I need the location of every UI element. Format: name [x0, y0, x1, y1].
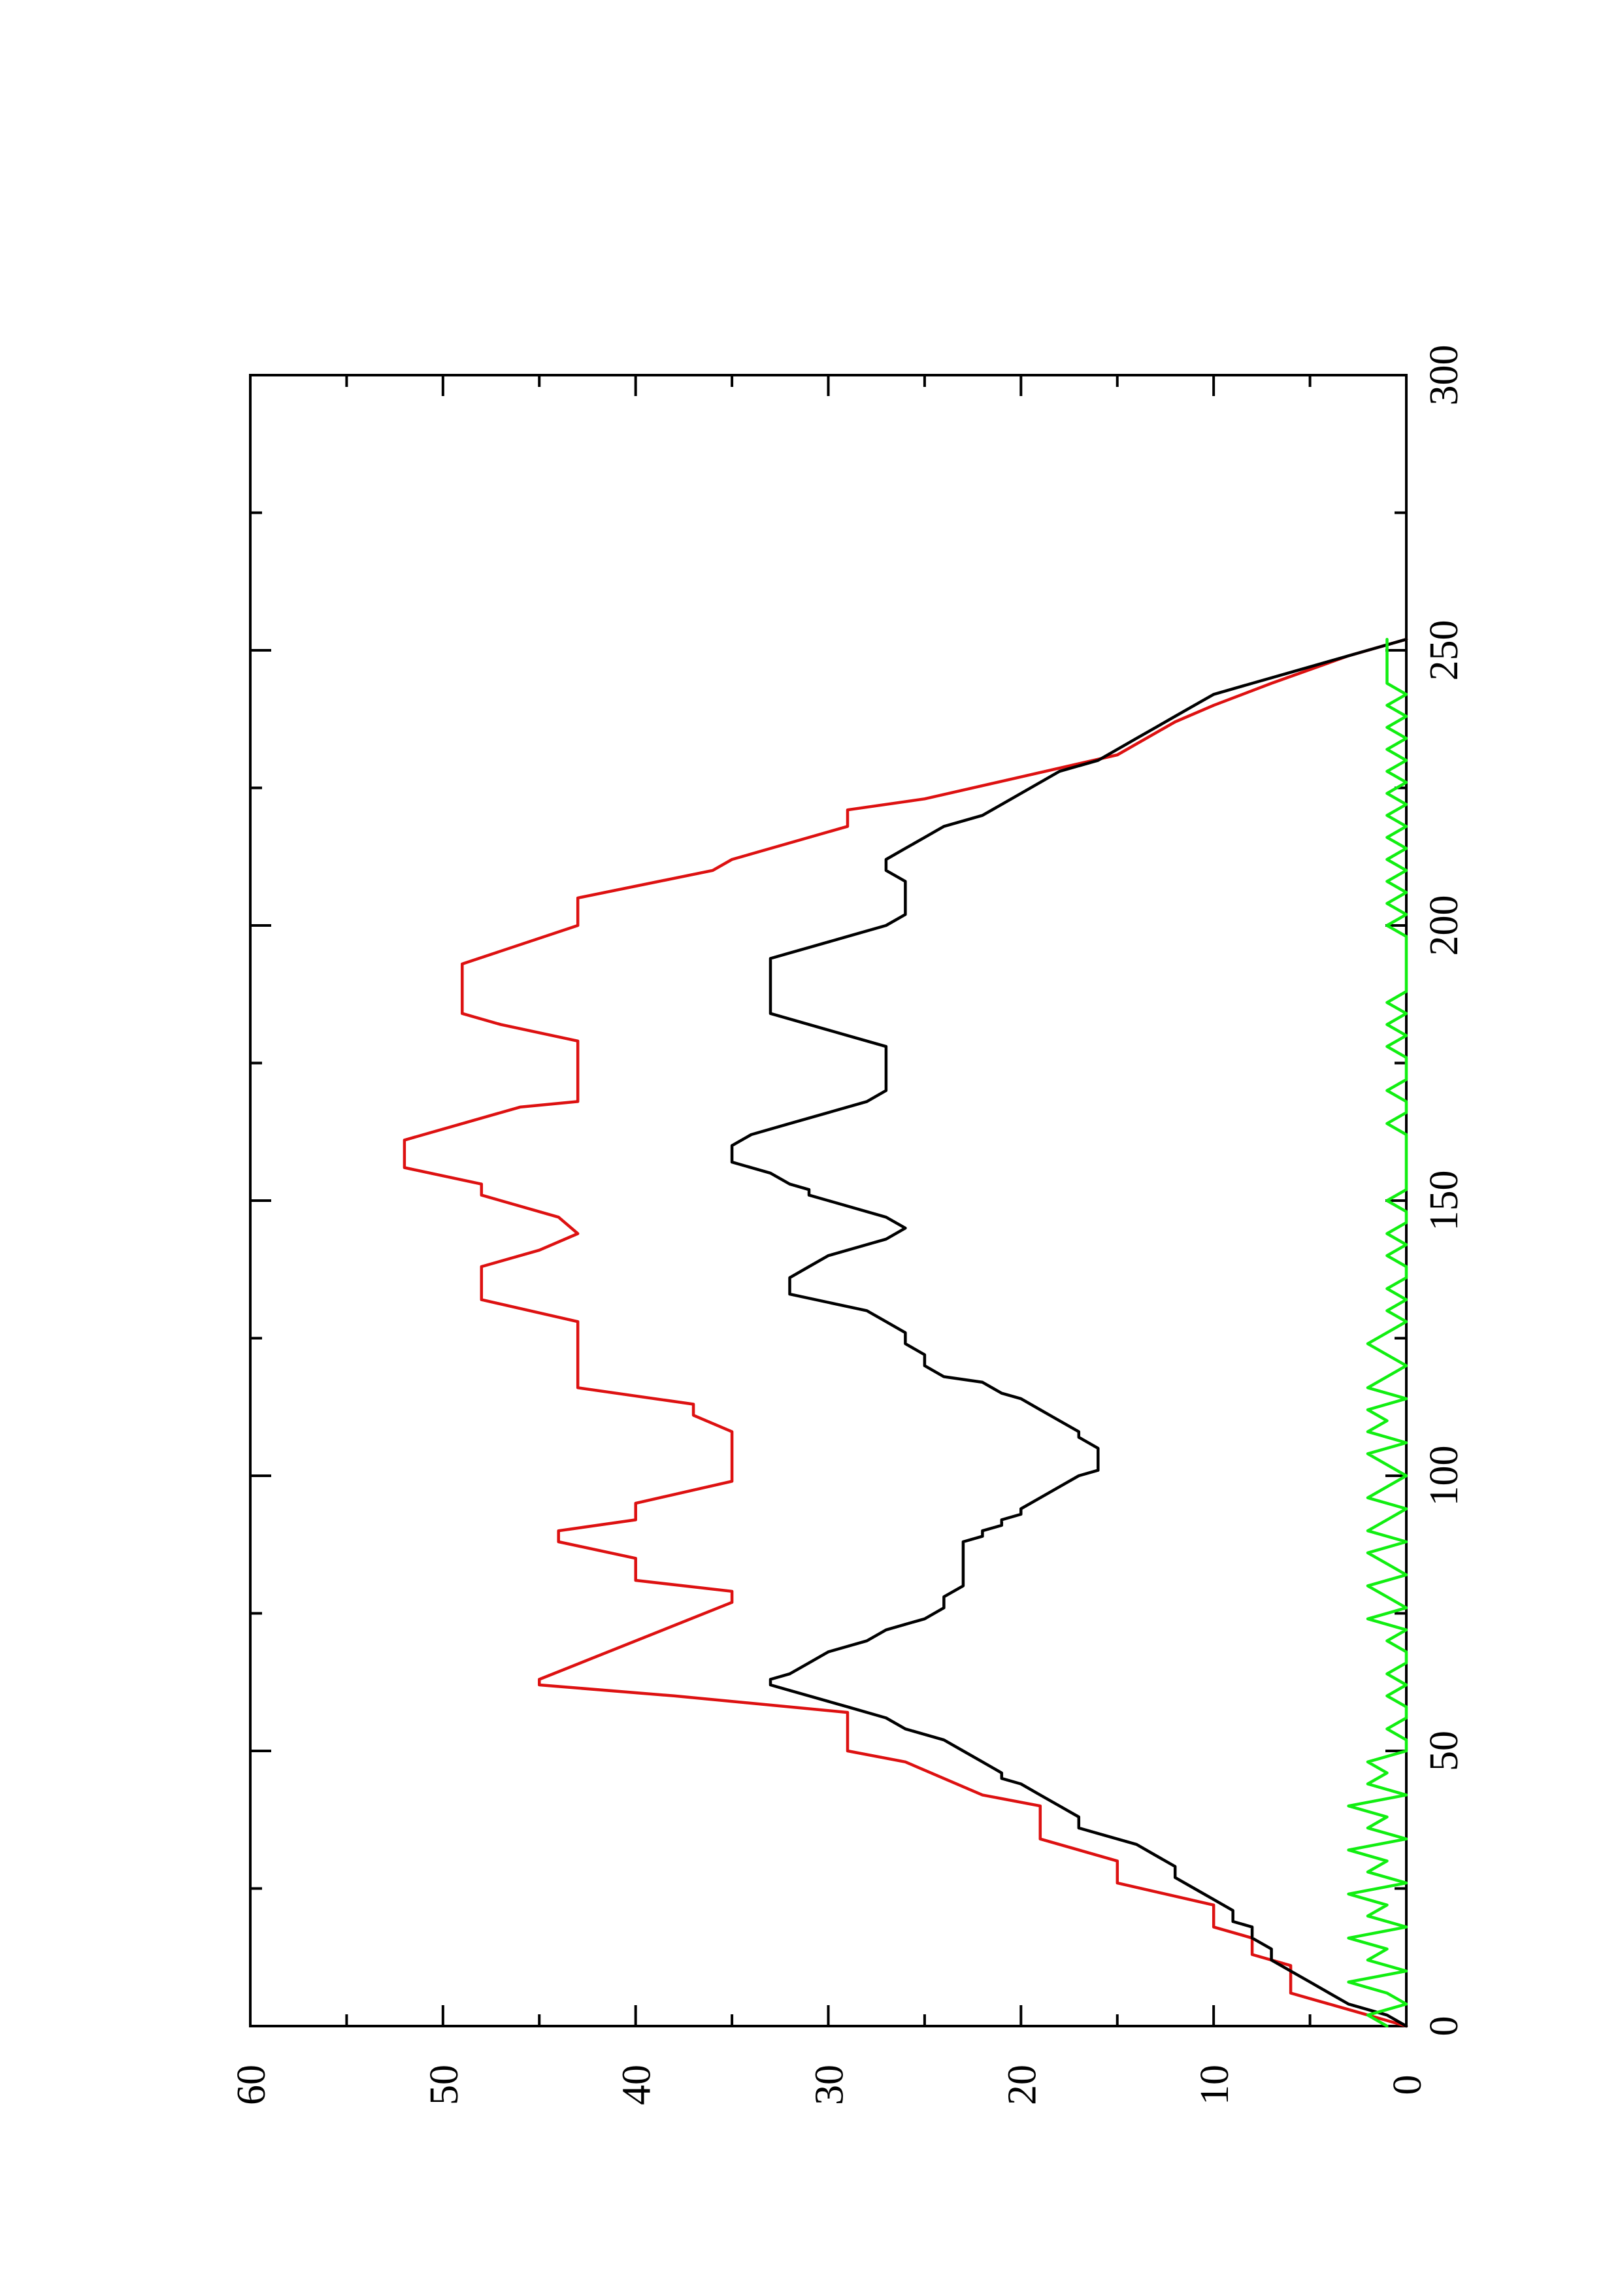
- y-tick-label: 10: [1193, 2065, 1237, 2105]
- y-tick-label: 30: [808, 2065, 852, 2105]
- x-tick-label: 250: [1422, 620, 1466, 681]
- y-tick-label: 20: [1000, 2065, 1044, 2105]
- series-line-2: [730, 637, 1408, 2028]
- y-tick-label: 40: [615, 2065, 659, 2105]
- series-line-1: [403, 637, 1408, 2028]
- plot-area: 0 50 100 150 200 250 300 0 10 20 30 40 50 60: [229, 345, 1466, 2106]
- y-tick-label: 50: [422, 2065, 467, 2105]
- x-tick-label: 200: [1422, 895, 1466, 956]
- series-line-3: [1347, 637, 1408, 2028]
- x-tick-label: 0: [1422, 2016, 1466, 2037]
- x-tick-label: 150: [1422, 1171, 1466, 1231]
- x-tick-label: 300: [1422, 345, 1466, 406]
- y-tick-label: 60: [229, 2065, 274, 2105]
- x-tick-label: 50: [1422, 1731, 1466, 1771]
- y-tick-label: 0: [1385, 2075, 1430, 2095]
- x-tick-label: 100: [1422, 1446, 1466, 1506]
